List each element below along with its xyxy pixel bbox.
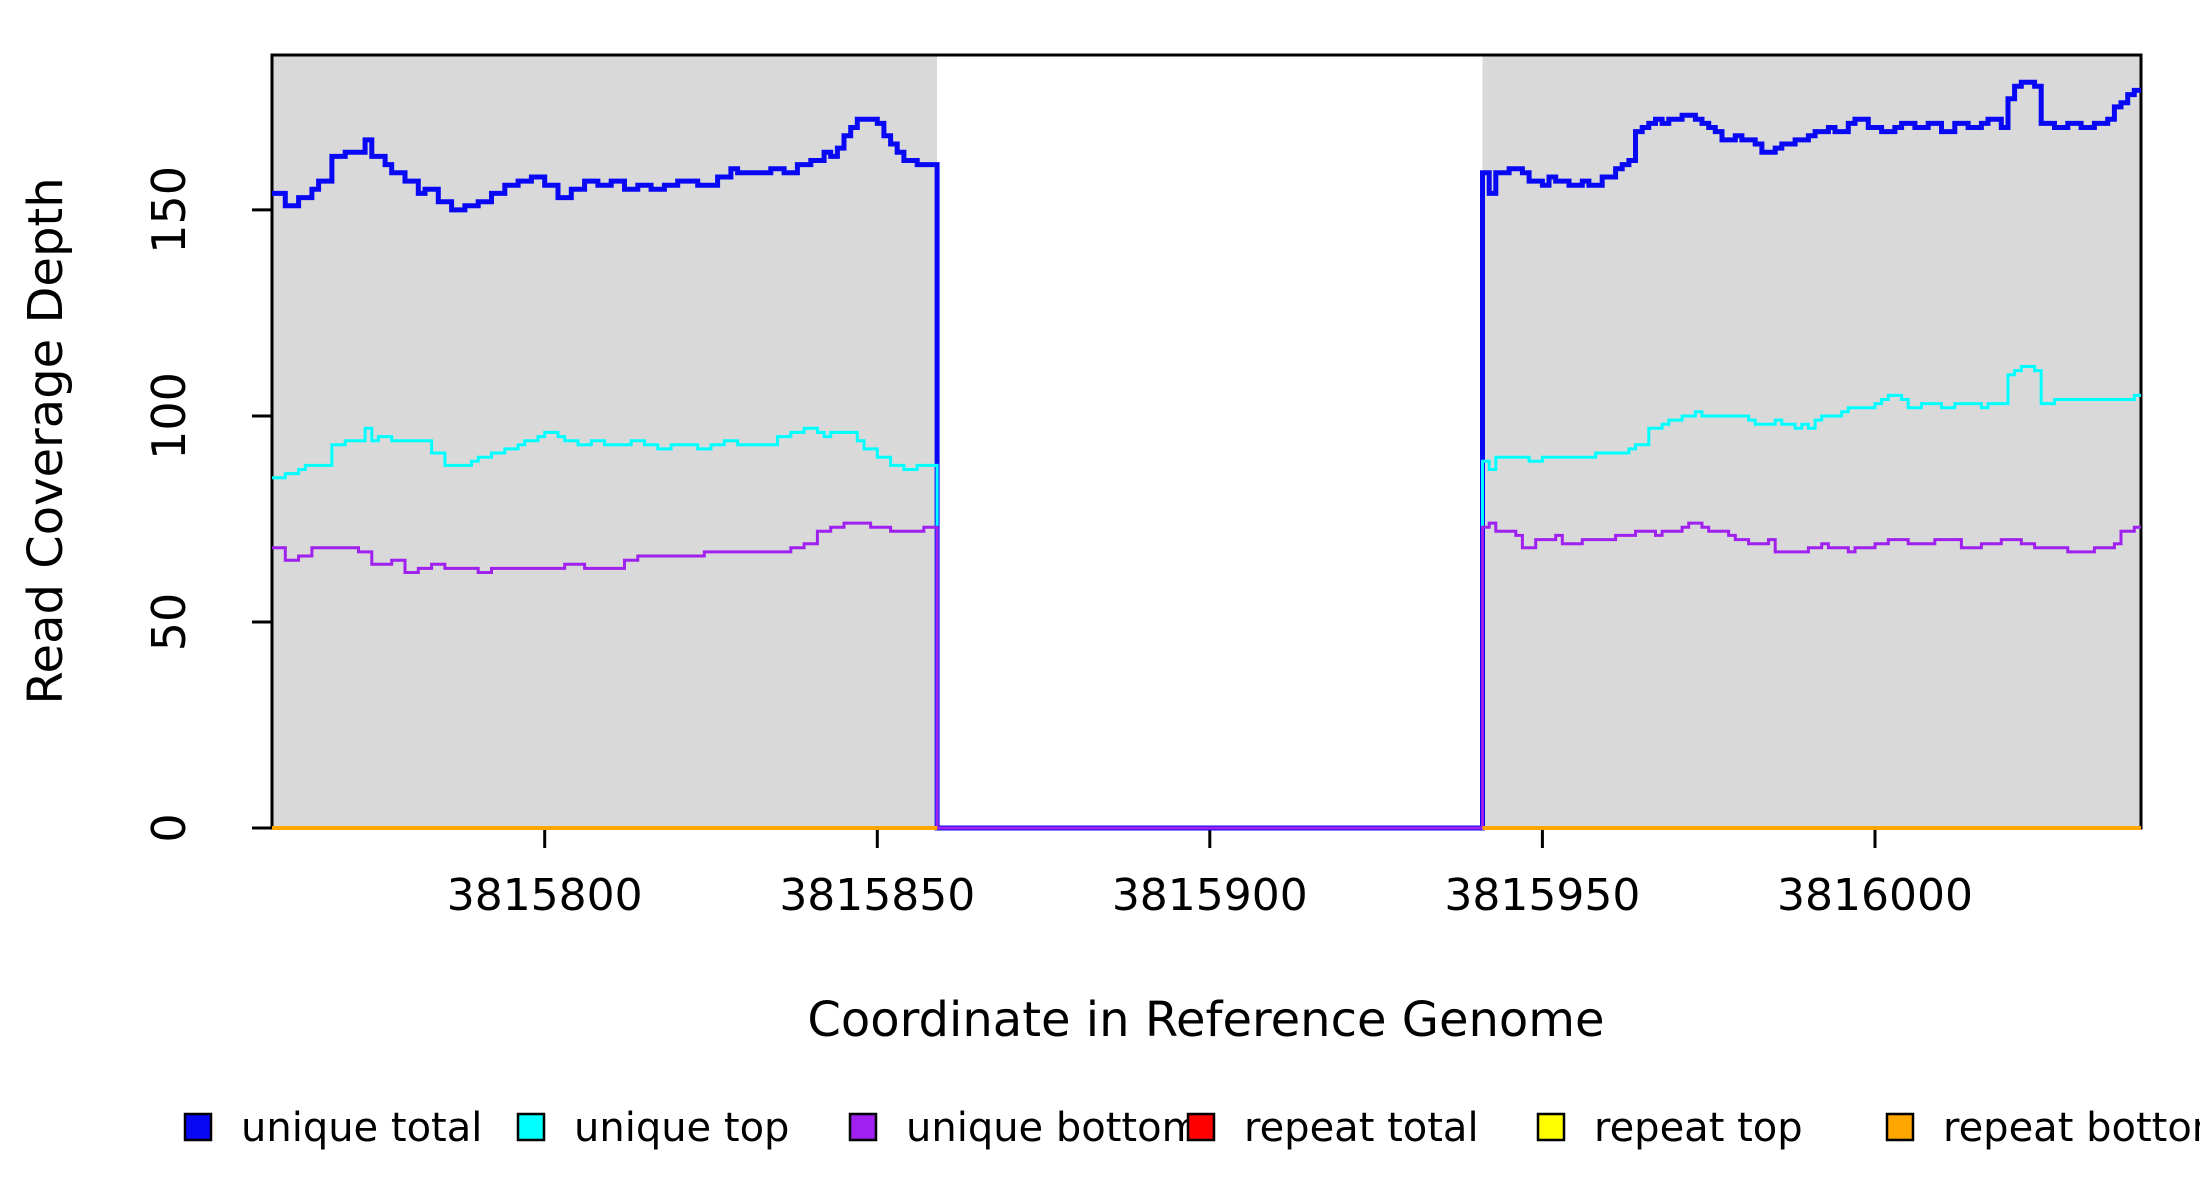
legend-label-unique-top: unique top [574, 1105, 789, 1151]
x-tick-label: 3815850 [779, 870, 975, 921]
x-axis-title: Coordinate in Reference Genome [807, 992, 1604, 1048]
legend-swatch-repeat-bottom [1885, 1112, 1915, 1142]
y-axis-title: Read Coverage Depth [18, 177, 74, 704]
legend-item-unique-total: unique total [183, 1105, 482, 1151]
series-line-unique-total [272, 79, 2141, 831]
legend-item-unique-bottom: unique bottom [848, 1105, 1201, 1151]
series-line-unique-top [272, 365, 2141, 830]
legend-label-unique-total: unique total [241, 1105, 482, 1151]
legend-swatch-unique-total [183, 1112, 213, 1142]
legend-swatch-repeat-top [1536, 1112, 1566, 1142]
legend-swatch-unique-bottom [848, 1112, 878, 1142]
x-tick-label: 3815900 [1112, 870, 1308, 921]
y-tick-label: 100 [142, 372, 196, 460]
x-tick-label: 3816000 [1777, 870, 1973, 921]
legend-item-repeat-bottom: repeat bottom [1885, 1105, 2200, 1151]
legend-label-repeat-top: repeat top [1594, 1105, 1803, 1151]
legend-swatch-repeat-total [1186, 1112, 1216, 1142]
axes-layer: 3815800 3815850 3815900 3815950 3816000 0 50 10… [142, 53, 2143, 921]
covered-region-shading-2 [1482, 55, 2141, 828]
legend-label-unique-bottom: unique bottom [906, 1105, 1201, 1151]
plot-background-layer [272, 55, 2141, 828]
x-tick-label: 3815950 [1444, 870, 1640, 921]
y-tick-label: 150 [142, 166, 196, 254]
legend-label-repeat-bottom: repeat bottom [1943, 1105, 2200, 1151]
legend-item-unique-top: unique top [516, 1105, 789, 1151]
y-tick-label: 0 [142, 813, 196, 842]
series-layer [272, 79, 2141, 831]
legend-swatch-unique-top [516, 1112, 546, 1142]
legend: unique total unique top unique bottom repea… [183, 1105, 2200, 1151]
x-tick-label: 3815800 [447, 870, 643, 921]
series-line-unique-bottom [272, 521, 2141, 830]
y-tick-label: 50 [142, 593, 196, 652]
legend-item-repeat-top: repeat top [1536, 1105, 1803, 1151]
legend-item-repeat-total: repeat total [1186, 1105, 1479, 1151]
legend-label-repeat-total: repeat total [1244, 1105, 1479, 1151]
